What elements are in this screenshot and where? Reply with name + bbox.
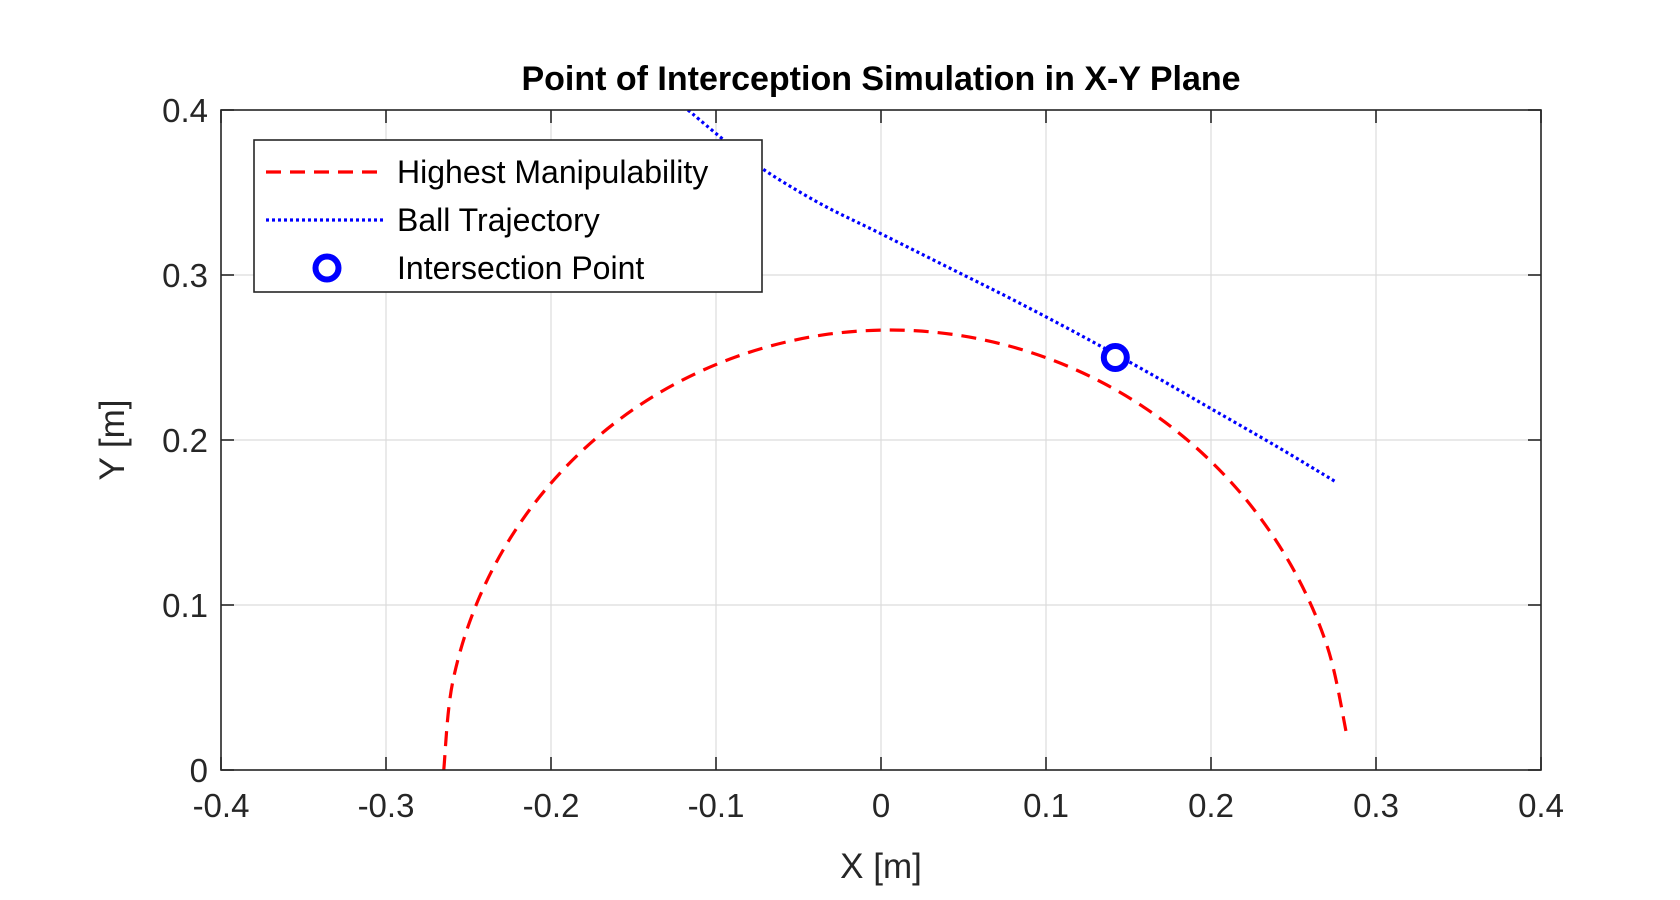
x-tick-label: -0.1 (688, 787, 745, 824)
y-tick-label: 0.2 (162, 422, 208, 459)
plot-series (442, 110, 1349, 770)
x-tick-label: 0.4 (1518, 787, 1564, 824)
series-line-highest-manipulability (442, 328, 1349, 770)
x-tick-label: 0.1 (1023, 787, 1069, 824)
legend-entry-label: Highest Manipulability (397, 154, 708, 190)
y-tick-label: 0.3 (162, 257, 208, 294)
series-line-ball-trajectory (686, 110, 1336, 483)
y-tick-label: 0.1 (162, 587, 208, 624)
x-tick-label: 0 (872, 787, 890, 824)
legend-entry-label: Intersection Point (397, 250, 644, 286)
chart-title: Point of Interception Simulation in X-Y … (521, 60, 1240, 98)
y-axis-label: Y [m] (93, 399, 132, 480)
y-tick-label: 0.4 (162, 92, 208, 129)
intersection-point-marker (1100, 343, 1130, 372)
x-tick-label: -0.4 (193, 787, 250, 824)
x-tick-label: -0.2 (523, 787, 580, 824)
legend-entry-label: Ball Trajectory (397, 202, 600, 238)
y-tick-label: 0 (190, 752, 208, 789)
x-axis-label: X [m] (840, 847, 922, 886)
axes: -0.4 -0.3 -0.2 -0.1 0 0.1 0.2 0.3 0.4 0 0.1 0.2 0.3 0… (162, 92, 1564, 824)
legend-marker-circle (312, 253, 342, 283)
legend: Highest Manipulability Ball Trajectory Int… (253, 139, 763, 293)
x-tick-label: 0.2 (1188, 787, 1234, 824)
x-tick-label: 0.3 (1353, 787, 1399, 824)
x-tick-label: -0.3 (358, 787, 415, 824)
